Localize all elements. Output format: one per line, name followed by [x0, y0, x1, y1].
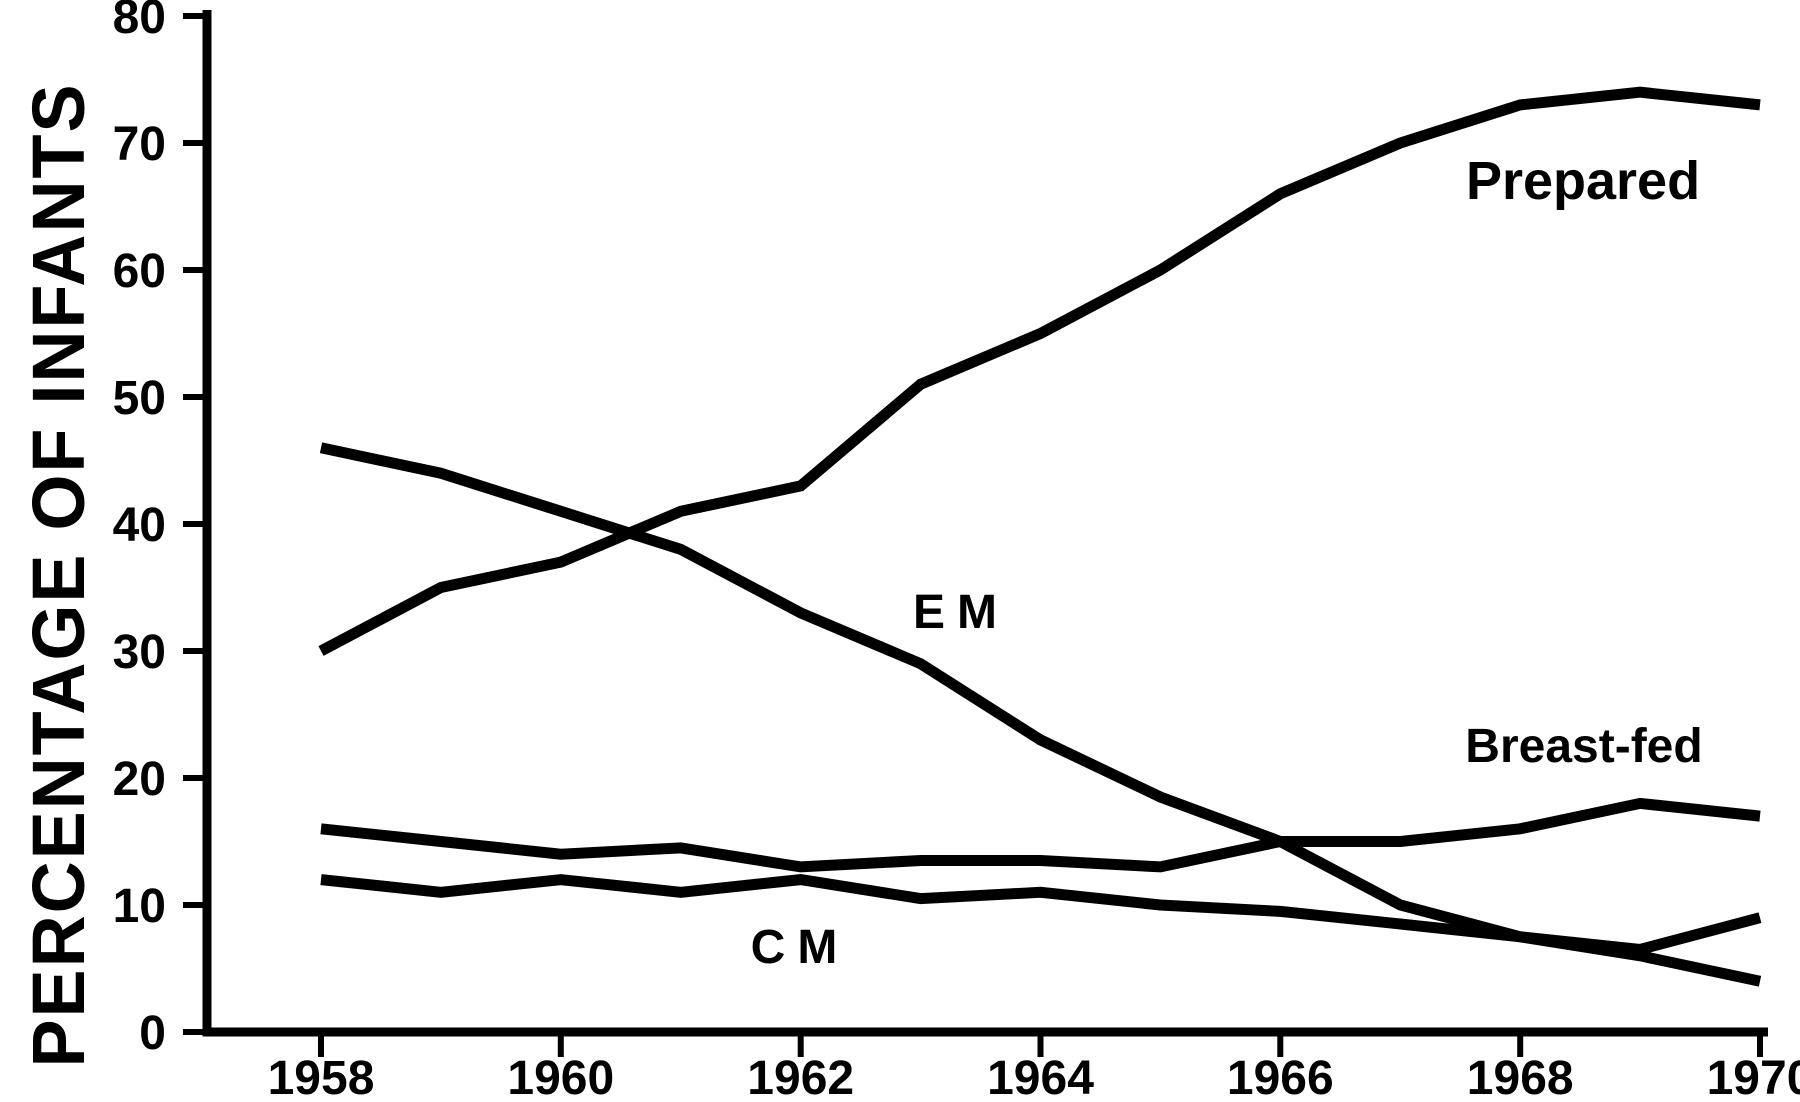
series-label-em: EM	[913, 586, 1009, 639]
series-line-em	[319, 442, 1762, 987]
y-tick-label: 70	[113, 118, 166, 171]
y-tick-label: 30	[113, 626, 166, 679]
axes: 0 10 20 30 40 50 60 70 80 1958 1960 1962 1964 1966 196…	[113, 0, 1800, 1102]
y-tick-label: 20	[113, 753, 166, 806]
x-tick-label: 1966	[1227, 1052, 1334, 1102]
y-tick-label: 0	[139, 1007, 166, 1060]
y-axis-title: PERCENTAGE OF INFANTS	[17, 83, 100, 1068]
series-line-cm	[320, 874, 1762, 956]
series-label-cm: CM	[751, 921, 850, 974]
x-tick-label: 1968	[1467, 1052, 1574, 1102]
x-tick-label: 1962	[747, 1052, 854, 1102]
x-tick-label: 1960	[507, 1052, 614, 1102]
annotations: PERCENTAGE OF INFANTS Prepared EM Breast…	[17, 83, 1703, 1068]
x-tick-label: 1964	[987, 1052, 1094, 1102]
x-tick-label: 1970	[1707, 1052, 1800, 1102]
y-tick-label: 80	[113, 0, 166, 44]
series-label-prepared: Prepared	[1466, 151, 1700, 211]
y-tick-label: 60	[113, 245, 166, 298]
series-line-prepared	[318, 86, 1761, 656]
y-tick-label: 40	[113, 499, 166, 552]
series-label-breast-fed: Breast-fed	[1465, 720, 1702, 773]
series-line-breast-fed	[320, 797, 1761, 873]
y-tick-label: 50	[113, 372, 166, 425]
y-tick-label: 10	[113, 880, 166, 933]
x-tick-label: 1958	[268, 1052, 375, 1102]
series-lines	[318, 86, 1762, 987]
